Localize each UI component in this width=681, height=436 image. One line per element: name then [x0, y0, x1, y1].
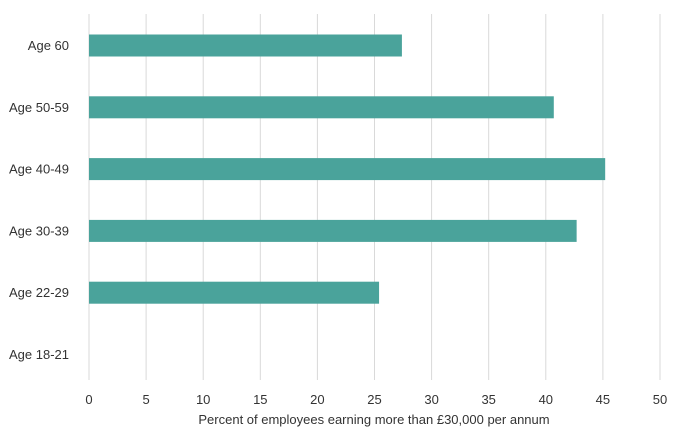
y-axis-labels: Age 60 Age 50-59 Age 40-49 Age 30-39 Age 22-… [9, 38, 69, 362]
bar [89, 96, 554, 119]
bar-layer [89, 34, 606, 304]
x-tick-label: 35 [481, 392, 495, 407]
x-tick-label: 15 [253, 392, 267, 407]
x-tick-label: 5 [142, 392, 149, 407]
x-tick-label: 20 [310, 392, 324, 407]
y-tick-label: Age 60 [28, 38, 69, 53]
x-tick-label: 30 [424, 392, 438, 407]
y-tick-label: Age 50-59 [9, 100, 69, 115]
x-tick-label: 50 [653, 392, 667, 407]
x-tick-label: 0 [85, 392, 92, 407]
x-tick-label: 10 [196, 392, 210, 407]
y-tick-label: Age 22-29 [9, 285, 69, 300]
x-tick-label: 45 [596, 392, 610, 407]
bar [89, 281, 380, 304]
grid-layer [88, 14, 661, 380]
x-axis-title: Percent of employees earning more than £… [198, 412, 549, 427]
x-tick-label: 25 [367, 392, 381, 407]
bar [89, 158, 606, 181]
bar [89, 219, 577, 242]
y-tick-label: Age 30-39 [9, 223, 69, 238]
y-tick-label: Age 40-49 [9, 162, 69, 177]
y-tick-label: Age 18-21 [9, 347, 69, 362]
x-tick-label: 40 [539, 392, 553, 407]
x-axis-labels: 0 5 10 15 20 25 30 35 40 45 50 [85, 392, 667, 407]
bar [89, 34, 402, 57]
